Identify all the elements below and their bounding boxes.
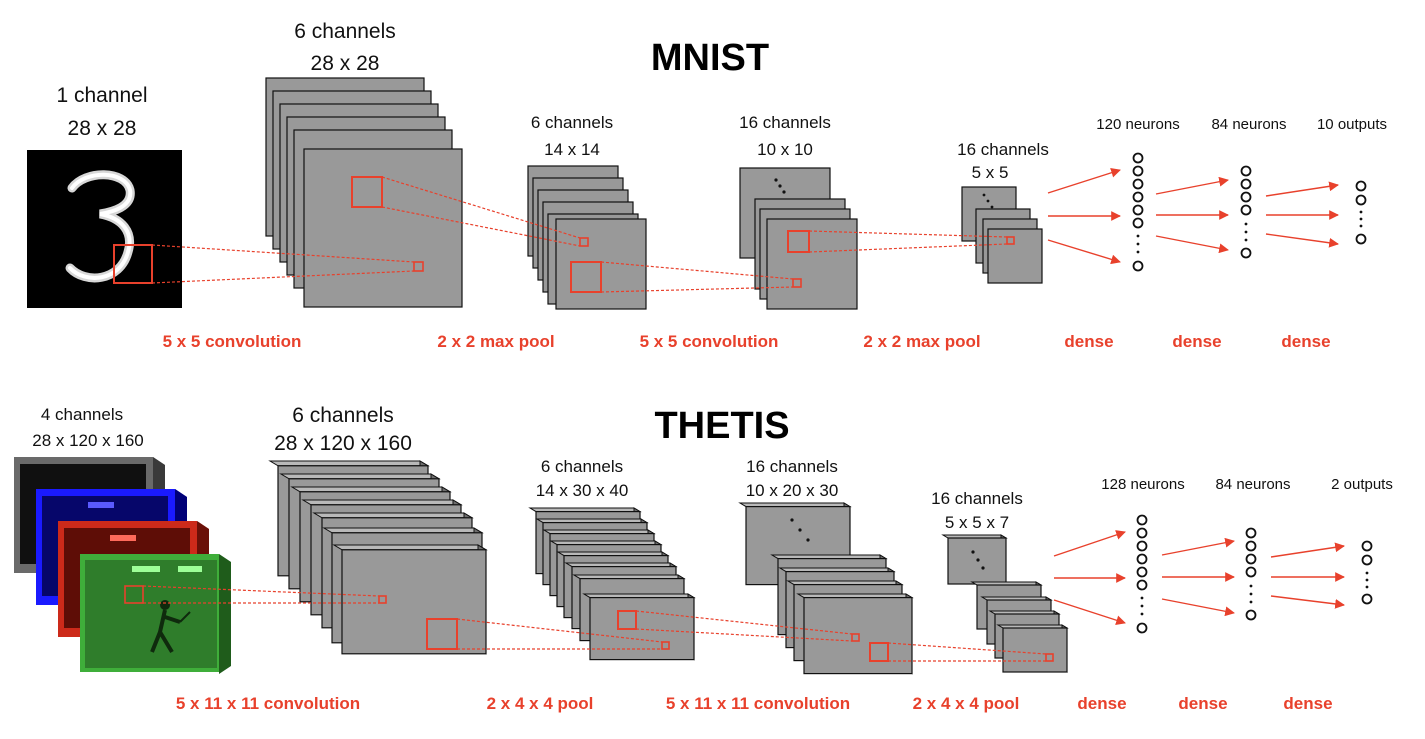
thetis-pool1-channels: 6 channels <box>541 457 623 476</box>
thetis-pool1-output-point <box>661 641 670 650</box>
thetis-conv1-output-point <box>378 595 387 604</box>
mnist-input-channels: 1 channel <box>56 84 147 107</box>
mnist-conv1-kernel <box>351 176 383 208</box>
thetis-title: THETIS <box>654 405 789 447</box>
mnist-pool2-channels: 16 channels <box>957 140 1049 159</box>
mnist-conv2-feature-maps <box>739 167 858 310</box>
thetis-dense3-label: 2 outputs <box>1331 476 1393 493</box>
mnist-dense-arrows <box>1047 168 1339 265</box>
mnist-conv2-size: 10 x 10 <box>757 140 813 159</box>
mnist-pool2-output-point <box>1006 236 1015 245</box>
thetis-pool1-kernel <box>617 610 637 630</box>
mnist-input-kernel <box>113 244 153 284</box>
thetis-dense3-neurons <box>1361 540 1373 605</box>
thetis-conv1-size: 28 x 120 x 160 <box>274 432 412 455</box>
mnist-conv1-output-point <box>413 261 424 272</box>
thetis-dense2-neurons <box>1245 527 1257 621</box>
mnist-dense1-label: 120 neurons <box>1096 116 1179 133</box>
mnist-pool1-channels: 6 channels <box>531 113 613 132</box>
mnist-conv2-output-point <box>792 278 802 288</box>
thetis-pool1-size: 14 x 30 x 40 <box>536 481 629 500</box>
thetis-conv1-channels: 6 channels <box>292 404 394 427</box>
thetis-conv1-feature-maps <box>268 460 488 655</box>
thetis-op-dense2: dense <box>1178 694 1227 713</box>
mnist-op-pool2: 2 x 2 max pool <box>863 332 980 351</box>
thetis-dense1-neurons <box>1136 514 1148 634</box>
thetis-conv2-channels: 16 channels <box>746 457 838 476</box>
mnist-digit-image <box>27 150 182 308</box>
thetis-pool1-feature-maps <box>528 507 696 661</box>
thetis-pool2-feature-maps <box>941 534 1069 673</box>
mnist-pool1-kernel <box>570 261 602 293</box>
thetis-dense2-label: 84 neurons <box>1215 476 1290 493</box>
thetis-pool2-channels: 16 channels <box>931 489 1023 508</box>
mnist-op-dense1: dense <box>1064 332 1113 351</box>
mnist-op-conv1: 5 x 5 convolution <box>163 332 302 351</box>
thetis-dense-arrows <box>1053 530 1345 625</box>
thetis-input-channels: 4 channels <box>41 405 123 424</box>
thetis-op-pool2: 2 x 4 x 4 pool <box>913 694 1020 713</box>
mnist-conv1-channels: 6 channels <box>294 20 396 43</box>
thetis-dense1-label: 128 neurons <box>1101 476 1184 493</box>
thetis-conv2-output-point <box>851 633 860 642</box>
mnist-pool1-output-point <box>579 237 589 247</box>
mnist-op-dense2: dense <box>1172 332 1221 351</box>
mnist-pool1-feature-maps <box>527 165 647 310</box>
thetis-conv2-kernel <box>869 642 889 662</box>
mnist-title: MNIST <box>651 37 769 79</box>
thetis-op-dense3: dense <box>1283 694 1332 713</box>
thetis-pool2-output-point <box>1045 653 1054 662</box>
mnist-input-size: 28 x 28 <box>68 117 137 140</box>
mnist-conv1-size: 28 x 28 <box>311 52 380 75</box>
mnist-dense2-neurons <box>1240 165 1252 259</box>
thetis-input-kernel <box>124 585 144 604</box>
thetis-op-dense1: dense <box>1077 694 1126 713</box>
thetis-input-size: 28 x 120 x 160 <box>32 431 144 450</box>
thetis-pool2-size: 5 x 5 x 7 <box>945 513 1009 532</box>
mnist-conv1-feature-maps <box>265 77 463 308</box>
thetis-conv1-kernel <box>426 618 458 650</box>
thetis-input-channel-stack <box>14 457 231 674</box>
mnist-dense2-label: 84 neurons <box>1211 116 1286 133</box>
mnist-op-pool1: 2 x 2 max pool <box>437 332 554 351</box>
mnist-pool2-size: 5 x 5 <box>972 163 1009 182</box>
thetis-op-pool1: 2 x 4 x 4 pool <box>487 694 594 713</box>
mnist-pool1-size: 14 x 14 <box>544 140 600 159</box>
mnist-pool2-feature-maps <box>961 186 1043 284</box>
mnist-dense1-neurons <box>1132 152 1144 272</box>
mnist-op-dense3: dense <box>1281 332 1330 351</box>
thetis-conv2-size: 10 x 20 x 30 <box>746 481 839 500</box>
mnist-dense3-label: 10 outputs <box>1317 116 1387 133</box>
thetis-conv2-feature-maps <box>738 502 914 675</box>
mnist-op-conv2: 5 x 5 convolution <box>640 332 779 351</box>
mnist-conv2-channels: 16 channels <box>739 113 831 132</box>
mnist-dense3-neurons <box>1355 180 1367 245</box>
thetis-op-conv1: 5 x 11 x 11 convolution <box>176 694 360 713</box>
mnist-conv2-kernel <box>787 230 810 253</box>
thetis-op-conv2: 5 x 11 x 11 convolution <box>666 694 850 713</box>
